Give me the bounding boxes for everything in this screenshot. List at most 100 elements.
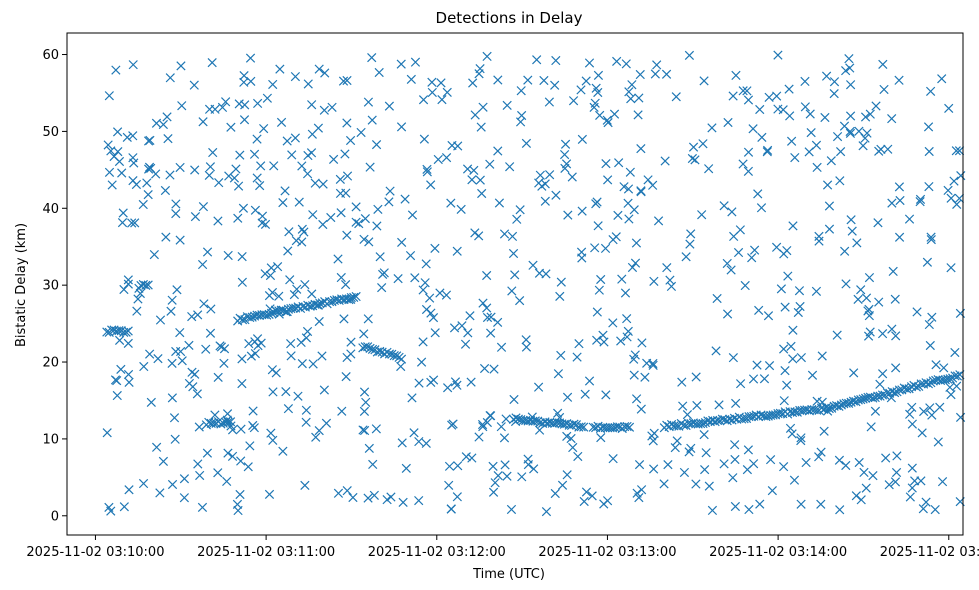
clutter-detection: [918, 504, 928, 514]
clutter-detection: [649, 276, 659, 286]
clutter-detection: [821, 71, 832, 81]
clutter-detection: [733, 247, 744, 258]
plot-frame: [66, 32, 964, 536]
track-detection: [671, 421, 682, 431]
clutter-detection: [786, 136, 797, 146]
clutter-detection: [493, 75, 503, 85]
clutter-detection: [643, 175, 653, 185]
clutter-detection: [145, 349, 155, 359]
clutter-detection: [264, 489, 275, 500]
clutter-detection: [907, 483, 917, 493]
clutter-detection: [127, 218, 137, 228]
clutter-detection: [400, 194, 410, 204]
clutter-detection: [663, 459, 673, 470]
track-detection: [141, 280, 151, 291]
clutter-detection: [252, 173, 262, 183]
clutter-detection: [510, 270, 520, 280]
clutter-detection: [255, 181, 265, 191]
clutter-detection: [470, 110, 480, 120]
clutter-detection: [622, 314, 632, 324]
track-detection: [622, 421, 632, 432]
clutter-detection: [291, 235, 301, 246]
clutter-detection: [208, 147, 218, 158]
clutter-detection: [167, 358, 177, 369]
clutter-detection: [620, 288, 631, 298]
clutter-detection: [634, 93, 644, 103]
clutter-detection: [887, 324, 897, 334]
clutter-detection: [446, 504, 456, 514]
clutter-detection: [529, 464, 539, 474]
clutter-detection: [780, 302, 790, 312]
clutter-detection: [119, 284, 129, 295]
clutter-detection: [327, 102, 337, 112]
clutter-detection: [264, 291, 275, 301]
clutter-detection: [924, 319, 934, 330]
clutter-detection: [534, 268, 545, 278]
clutter-detection: [697, 210, 707, 220]
clutter-detection: [311, 432, 321, 442]
clutter-detection: [132, 306, 142, 316]
clutter-detection: [213, 468, 223, 478]
clutter-detection: [779, 396, 789, 406]
track-detection: [579, 422, 589, 432]
clutter-detection: [371, 424, 381, 434]
clutter-detection: [596, 274, 606, 285]
clutter-detection: [307, 100, 317, 110]
clutter-detection: [428, 313, 439, 323]
clutter-detection: [342, 486, 352, 496]
clutter-detection: [601, 158, 611, 169]
clutter-detection: [637, 338, 647, 348]
clutter-detection: [829, 88, 839, 99]
clutter-detection: [633, 110, 643, 120]
clutter-detection: [773, 104, 783, 114]
clutter-detection: [562, 431, 572, 441]
clutter-detection: [782, 380, 792, 390]
clutter-detection: [377, 283, 387, 293]
clutter-detection: [219, 344, 230, 354]
clutter-detection: [729, 231, 739, 242]
clutter-detection: [603, 118, 613, 128]
clutter-detection: [755, 499, 765, 509]
clutter-detection: [118, 208, 128, 218]
clutter-detection: [151, 442, 162, 452]
clutter-detection: [194, 422, 204, 432]
clutter-detection: [275, 64, 285, 74]
clutter-detection: [396, 122, 407, 132]
clutter-detection: [444, 461, 455, 471]
clutter-detection: [470, 228, 480, 238]
clutter-detection: [190, 211, 201, 222]
clutter-detection: [333, 254, 343, 264]
clutter-detection: [625, 167, 635, 177]
clutter-detection: [832, 330, 842, 340]
clutter-detection: [427, 87, 437, 98]
clutter-detection: [236, 424, 246, 434]
clutter-detection: [753, 189, 763, 199]
clutter-detection: [632, 488, 642, 498]
clutter-detection: [562, 392, 573, 402]
clutter-detection: [235, 150, 245, 160]
clutter-detection: [482, 270, 492, 281]
clutter-detection: [738, 159, 748, 169]
clutter-detection: [488, 487, 499, 497]
clutter-detection: [308, 210, 318, 220]
clutter-detection: [187, 367, 197, 377]
x-tick-label: 2025-11-02 03:15:00: [880, 545, 979, 560]
track-detection: [351, 291, 361, 302]
clutter-detection: [124, 485, 134, 495]
clutter-detection: [698, 139, 708, 149]
clutter-detection: [754, 305, 764, 315]
clutter-detection: [722, 258, 732, 269]
clutter-detection: [197, 259, 208, 270]
clutter-detection: [679, 467, 690, 478]
clutter-detection: [636, 144, 646, 154]
clutter-detection: [333, 488, 344, 498]
clutter-detection: [284, 227, 294, 237]
clutter-detection: [485, 159, 495, 169]
clutter-detection: [743, 445, 754, 455]
clutter-detection: [743, 95, 754, 105]
clutter-detection: [202, 247, 213, 257]
clutter-detection: [540, 179, 550, 189]
clutter-detection: [184, 340, 194, 351]
clutter-detection: [268, 387, 278, 397]
clutter-detection: [248, 406, 258, 416]
